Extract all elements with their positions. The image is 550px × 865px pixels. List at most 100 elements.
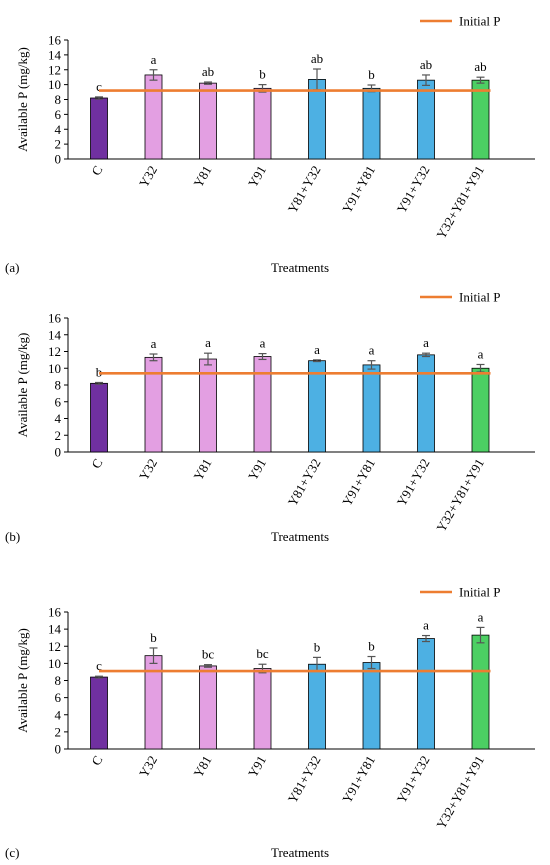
y-tick-label: 16 bbox=[48, 311, 62, 326]
legend-label: Initial P bbox=[459, 585, 501, 600]
x-tick-label: Y81 bbox=[190, 753, 214, 780]
y-tick-label: 8 bbox=[55, 673, 62, 688]
significance-letter: c bbox=[96, 658, 102, 673]
y-tick-label: 6 bbox=[55, 107, 62, 122]
bar bbox=[471, 79, 490, 160]
y-tick-label: 0 bbox=[55, 742, 62, 757]
significance-letter: a bbox=[151, 336, 157, 351]
y-tick-label: 8 bbox=[55, 378, 62, 393]
x-tick-label: Y81 bbox=[190, 163, 214, 190]
bar bbox=[144, 655, 163, 750]
significance-letter: ab bbox=[420, 57, 432, 72]
bar bbox=[362, 662, 381, 750]
x-tick-label: Y32 bbox=[136, 753, 160, 780]
x-tick-label: Y91 bbox=[245, 163, 269, 190]
bar bbox=[144, 356, 163, 453]
bar bbox=[308, 663, 326, 750]
x-tick-label: C bbox=[88, 753, 105, 768]
bar bbox=[144, 74, 163, 160]
significance-letter: ab bbox=[202, 64, 214, 79]
x-tick-label: Y91 bbox=[245, 456, 269, 483]
panel-label: (c) bbox=[5, 845, 19, 860]
significance-letter: b bbox=[368, 67, 375, 82]
x-tick-label: Y81+Y32 bbox=[285, 753, 324, 806]
bar bbox=[253, 87, 272, 160]
x-tick-label: Y32 bbox=[136, 456, 160, 483]
bar bbox=[253, 356, 272, 453]
y-axis-title: Available P (mg/kg) bbox=[15, 628, 30, 733]
x-tick-label: Y91+Y81 bbox=[339, 163, 378, 216]
significance-letter: b bbox=[314, 639, 321, 654]
significance-letter: a bbox=[260, 336, 266, 351]
x-tick-label: Y91+Y32 bbox=[394, 163, 433, 216]
significance-letter: a bbox=[478, 609, 484, 624]
bar bbox=[199, 82, 217, 160]
y-tick-label: 16 bbox=[48, 33, 62, 48]
y-tick-label: 2 bbox=[55, 137, 62, 152]
x-axis-title: Treatments bbox=[271, 845, 329, 860]
x-tick-label: Y91+Y81 bbox=[339, 456, 378, 509]
bar bbox=[471, 367, 490, 453]
y-tick-label: 12 bbox=[48, 639, 61, 654]
y-tick-label: 14 bbox=[48, 622, 62, 637]
bar bbox=[471, 634, 490, 750]
significance-letter: a bbox=[205, 335, 211, 350]
x-tick-label: Y91+Y32 bbox=[394, 456, 433, 509]
significance-letter: a bbox=[423, 618, 429, 633]
x-tick-label: Y32+Y81+Y91 bbox=[433, 163, 487, 241]
bar bbox=[90, 382, 108, 453]
y-tick-label: 10 bbox=[48, 361, 61, 376]
significance-letter: a bbox=[151, 52, 157, 67]
y-tick-label: 6 bbox=[55, 394, 62, 409]
bar bbox=[90, 676, 108, 750]
chart-panel-c: 0 2 4 6 8 10 12 14 16 Available P (mg/kg) c Cb Y32 bc… bbox=[5, 585, 535, 860]
legend-label: Initial P bbox=[459, 14, 501, 29]
y-tick-label: 14 bbox=[48, 327, 62, 342]
y-axis-title: Available P (mg/kg) bbox=[15, 47, 30, 152]
significance-letter: ab bbox=[311, 51, 323, 66]
bar bbox=[362, 87, 381, 160]
x-tick-label: Y32+Y81+Y91 bbox=[433, 456, 487, 534]
y-tick-label: 10 bbox=[48, 77, 61, 92]
y-tick-label: 12 bbox=[48, 62, 61, 77]
significance-letter: c bbox=[96, 79, 102, 94]
significance-letter: a bbox=[369, 343, 375, 358]
significance-letter: ab bbox=[474, 59, 486, 74]
panel-label: (b) bbox=[5, 529, 20, 544]
y-tick-label: 2 bbox=[55, 428, 62, 443]
panel-label: (a) bbox=[5, 260, 19, 275]
x-tick-label: Y91+Y32 bbox=[394, 753, 433, 806]
x-tick-label: Y91 bbox=[245, 753, 269, 780]
y-tick-label: 0 bbox=[55, 152, 62, 167]
y-tick-label: 12 bbox=[48, 344, 61, 359]
significance-letter: bc bbox=[256, 646, 269, 661]
bar bbox=[417, 354, 435, 453]
x-tick-label: Y81 bbox=[190, 456, 214, 483]
significance-letter: bc bbox=[202, 647, 215, 662]
bar bbox=[199, 665, 217, 750]
bar bbox=[362, 364, 381, 453]
y-tick-label: 0 bbox=[55, 445, 62, 460]
y-tick-label: 8 bbox=[55, 92, 62, 107]
x-tick-label: C bbox=[88, 163, 105, 178]
significance-letter: a bbox=[314, 342, 320, 357]
y-tick-label: 6 bbox=[55, 690, 62, 705]
significance-letter: b bbox=[259, 67, 266, 82]
legend-label: Initial P bbox=[459, 290, 501, 305]
x-axis-title: Treatments bbox=[271, 529, 329, 544]
y-tick-label: 10 bbox=[48, 656, 61, 671]
bar bbox=[90, 97, 108, 160]
y-axis-title: Available P (mg/kg) bbox=[15, 333, 30, 438]
x-axis-title: Treatments bbox=[271, 260, 329, 275]
x-tick-label: Y32+Y81+Y91 bbox=[433, 753, 487, 831]
x-tick-label: Y81+Y32 bbox=[285, 456, 324, 509]
bar bbox=[417, 638, 435, 750]
x-tick-label: Y81+Y32 bbox=[285, 163, 324, 216]
significance-letter: a bbox=[423, 335, 429, 350]
bar bbox=[253, 668, 272, 750]
y-tick-label: 4 bbox=[55, 122, 62, 137]
x-tick-label: Y32 bbox=[136, 163, 160, 190]
